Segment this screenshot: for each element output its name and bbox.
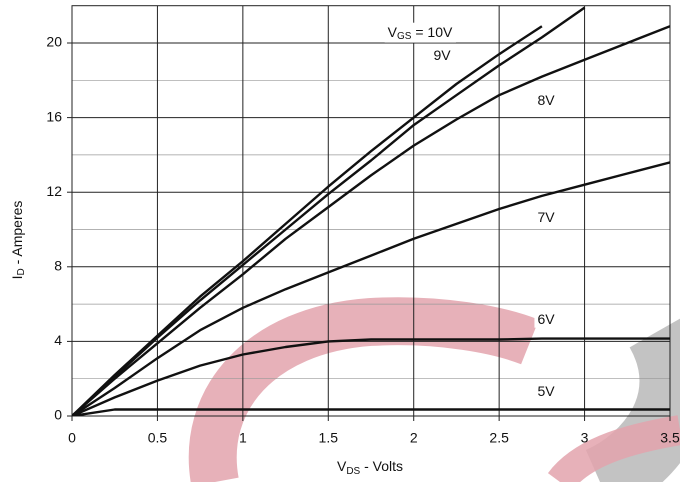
series-label: VGS = 10V xyxy=(388,24,453,42)
label-part: 6V xyxy=(537,311,555,327)
x-tick-label: 0 xyxy=(68,430,76,446)
label-part: 5V xyxy=(537,383,555,399)
label-part: - Amperes xyxy=(9,201,25,269)
label-part: GS xyxy=(397,31,412,42)
plot xyxy=(72,6,670,416)
label-background xyxy=(534,309,559,328)
series-label: 5V xyxy=(537,383,555,399)
series-line xyxy=(72,25,670,416)
label-background xyxy=(430,45,455,64)
series-line xyxy=(72,6,586,416)
label-background xyxy=(534,90,559,109)
x-tick-label: 2 xyxy=(410,430,418,446)
series-line xyxy=(72,337,670,416)
x-axis-label: VDS - Volts xyxy=(337,458,403,477)
plot-frame xyxy=(71,5,671,417)
series-label: 9V xyxy=(433,47,451,63)
watermark xyxy=(188,297,680,482)
label-part: DS xyxy=(346,466,360,477)
watermark-arc xyxy=(188,297,539,482)
label-background xyxy=(534,381,559,400)
series-line xyxy=(72,25,543,416)
label-part: V xyxy=(388,24,398,40)
label-part: 8V xyxy=(537,92,555,108)
y-tick-label: 0 xyxy=(54,407,62,423)
label-part: = xyxy=(411,24,427,40)
label-part: 7V xyxy=(537,209,555,225)
label-part: - Volts xyxy=(360,458,403,474)
x-tick-label: 2.5 xyxy=(489,430,509,446)
y-tick-label: 16 xyxy=(46,108,62,124)
label-part: I xyxy=(9,276,25,280)
y-tick-label: 20 xyxy=(46,34,62,50)
x-tick-label: 3.5 xyxy=(660,430,680,446)
label-part: 9V xyxy=(433,47,451,63)
label-background xyxy=(384,22,456,43)
series-line xyxy=(72,408,670,416)
y-axis-label: ID - Amperes xyxy=(9,201,27,280)
x-tick-label: 1.5 xyxy=(319,430,339,446)
y-tick-label: 12 xyxy=(46,183,62,199)
label-part: V xyxy=(337,458,347,474)
series-label: 7V xyxy=(537,209,555,225)
series-label: 8V xyxy=(537,92,555,108)
label-part: 10V xyxy=(427,24,453,40)
y-tick-label: 4 xyxy=(54,332,62,348)
watermark-arc xyxy=(547,415,680,482)
x-tick-label: 3 xyxy=(581,430,589,446)
x-tick-label: 0.5 xyxy=(148,430,168,446)
series-line xyxy=(72,161,670,416)
series-label: 6V xyxy=(537,311,555,327)
labels: 0 4 8 12 16 20 0 0.5 1 1.5 2 2.5 3 3.5 VGS = 10V 9V 8V 7V… xyxy=(46,22,680,446)
label-part: D xyxy=(16,268,27,275)
grid xyxy=(67,5,671,421)
label-background xyxy=(534,207,559,226)
y-tick-label: 8 xyxy=(54,258,62,274)
x-tick-label: 1 xyxy=(239,430,247,446)
